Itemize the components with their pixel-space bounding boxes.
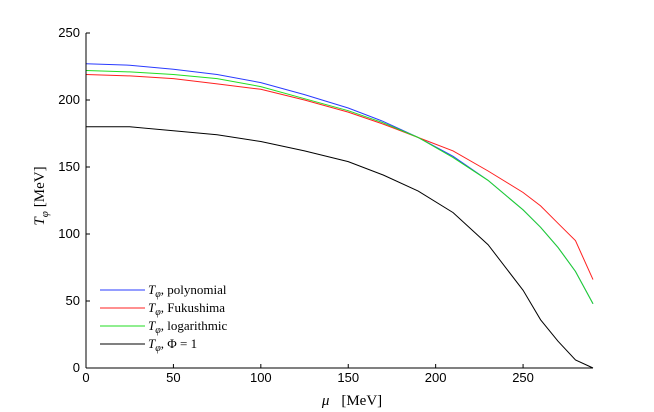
y-axis-subscript: φ [39, 211, 51, 217]
y-tick-label: 50 [66, 293, 80, 308]
plot-area [86, 33, 593, 368]
x-tick-label: 150 [337, 370, 359, 385]
y-tick-label: 100 [58, 226, 80, 241]
legend-label-4: Tφ, Φ = 1 [148, 336, 197, 354]
x-tick-label: 200 [425, 370, 447, 385]
x-tick-label: 0 [82, 370, 89, 385]
y-tick-label: 200 [58, 92, 80, 107]
y-axis-unit: [MeV] [32, 166, 48, 207]
series-line-3 [85, 70, 594, 304]
series-line-2 [85, 74, 594, 280]
x-tick-label: 50 [166, 370, 180, 385]
y-axis-label: Tφ [MeV] [32, 166, 51, 225]
y-axis-symbol: T [32, 216, 48, 226]
legend-label-1: Tφ, polynomial [148, 282, 227, 300]
x-tick-label: 250 [512, 370, 534, 385]
y-tick-label: 0 [73, 360, 80, 375]
series-line-4 [86, 126, 594, 369]
x-axis-label: μ [MeV] [321, 393, 382, 409]
ticks-layer: 0 50 100 150 200 250 0 50 100 150 200 250 [58, 25, 534, 385]
legend-label-2: Tφ, Fukushima [148, 300, 225, 318]
legend-label-3: Tφ, logarithmic [148, 318, 227, 336]
x-axis-unit: [MeV] [341, 393, 382, 409]
series-layer [85, 63, 594, 369]
plot-background [86, 33, 593, 368]
x-tick-label: 100 [250, 370, 272, 385]
y-tick-label: 250 [58, 25, 80, 40]
axes-layer [85, 33, 593, 369]
x-axis-symbol: μ [321, 393, 330, 409]
y-tick-label: 150 [58, 159, 80, 174]
